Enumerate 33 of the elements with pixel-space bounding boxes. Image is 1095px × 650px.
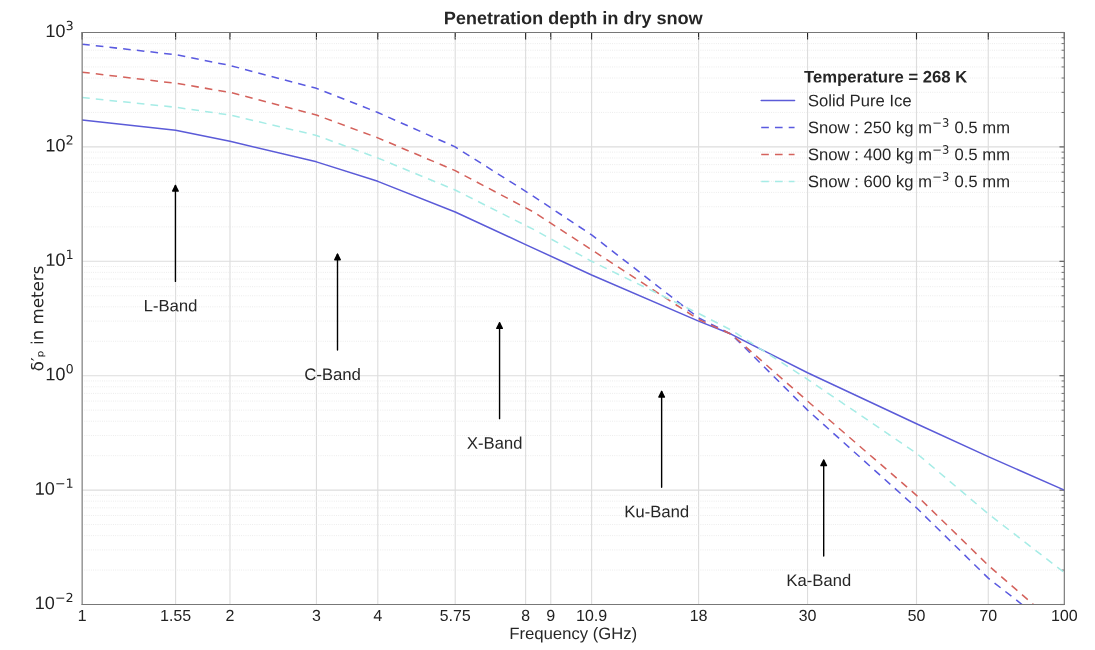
y-tick-label: 10$^{−1}$ [36, 478, 73, 495]
x-tick-label: 9 [547, 609, 555, 622]
y-tick-label: 10$^{0}$ [46, 363, 73, 381]
x-tick-label: 50 [908, 609, 925, 622]
y-axis-title: δ′ₚ in meters [30, 266, 46, 371]
y-tick-label: 10$^{3}$ [46, 20, 73, 38]
y-tick-label: 10$^{−2}$ [36, 592, 73, 610]
x-tick-label: 3 [312, 609, 321, 622]
x-tick-label: 70 [980, 609, 997, 622]
y-tick-label: 10$^{2}$ [46, 135, 73, 152]
annotation: Ka-Band [787, 573, 851, 587]
annotation: L-Band [145, 299, 197, 312]
y-tick-label: 10$^{1}$ [46, 249, 73, 267]
x-tick-label: 1.55 [161, 609, 191, 622]
x-axis-title: Frequency (GHz) [510, 627, 637, 643]
x-tick-label: 30 [799, 609, 816, 622]
chart-title: Penetration depth in dry snow [445, 11, 703, 28]
x-tick-label: 100 [1052, 609, 1078, 622]
x-tick-label: 18 [690, 609, 707, 622]
annotation: C-Band [305, 367, 360, 381]
x-tick-label: 5.75 [440, 609, 471, 622]
legend-label: Solid Pure Ice [808, 94, 911, 107]
annotation: X-Band [467, 436, 522, 449]
x-tick-label: 4 [373, 609, 382, 621]
annotation: Ku-Band [625, 505, 689, 518]
legend-label: Snow : 400 kg m$^{−3}$ 0.5 mm [808, 145, 1009, 164]
x-tick-label: 8 [521, 609, 530, 622]
legend-label: Snow : 250 kg m$^{−3}$ 0.5 mm [808, 118, 1009, 137]
x-tick-label: 10.9 [577, 609, 607, 622]
x-tick-label: 2 [226, 609, 234, 621]
x-tick-label: 1 [78, 609, 86, 621]
legend-title: Temperature = 268 K [804, 70, 968, 86]
legend-label: Snow : 600 kg m$^{−3}$ 0.5 mm [808, 172, 1009, 191]
